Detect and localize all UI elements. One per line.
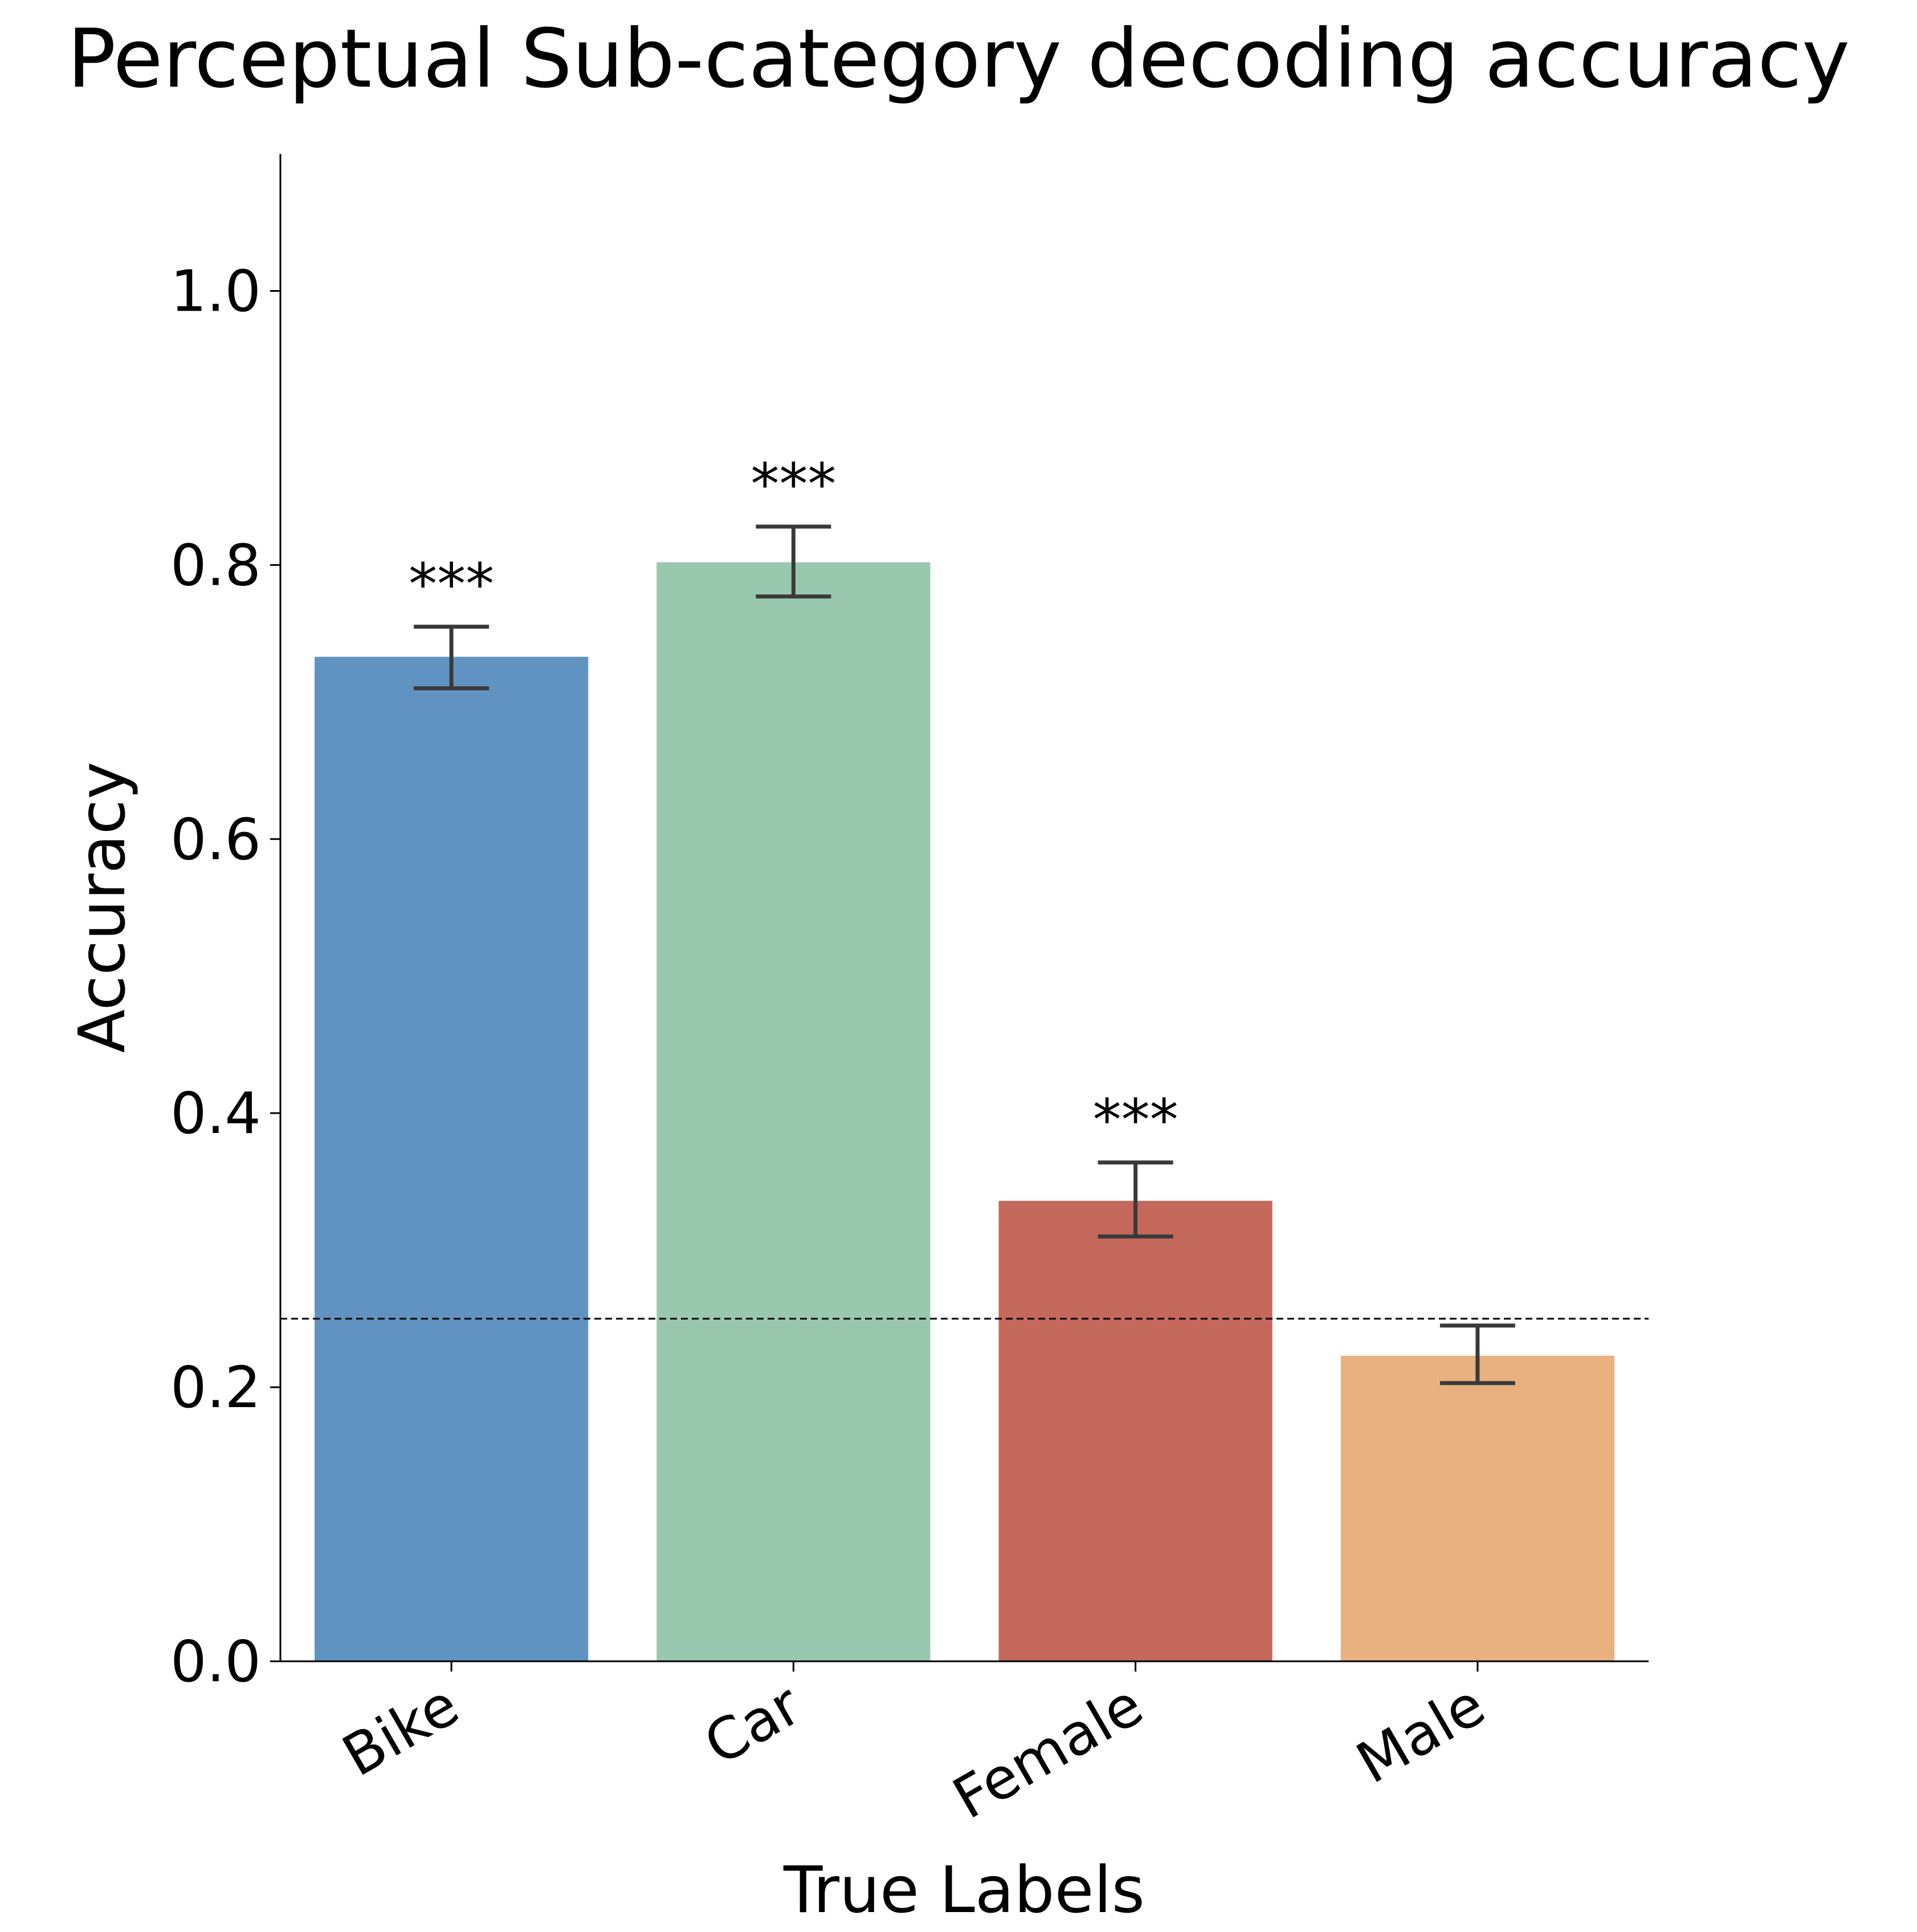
error-bar-bike [414,625,490,691]
chart-title: Perceptual Sub-category decoding accurac… [67,12,1850,106]
y-axis-label: Accuracy [66,761,140,1053]
y-tick-label: 0.4 [170,1080,261,1147]
bar-car [656,562,931,1661]
annotations-layer: *** *** *** [409,451,1178,1154]
bar-female [998,1201,1272,1661]
x-axis-label: True Labels [783,1853,1145,1927]
bar-bike [315,657,589,1661]
significance-label-bike: *** [409,551,494,618]
y-ticks: 0.0 0.2 0.4 0.6 0.8 1.0 [170,258,280,1695]
significance-label-female: *** [1093,1087,1178,1154]
error-bar-female [1098,1160,1173,1239]
error-bar-male [1439,1323,1515,1385]
y-tick-label: 0.8 [170,532,261,598]
errorbars-layer [414,524,1515,1385]
error-bar-car [756,524,831,599]
y-tick-label: 0.6 [170,806,261,873]
y-tick-label: 0.2 [170,1354,261,1421]
bars-layer [315,562,1614,1661]
y-tick-label: 0.0 [170,1628,261,1695]
y-tick-label: 1.0 [170,258,261,324]
bar-male [1340,1355,1614,1661]
significance-label-car: *** [751,451,836,517]
